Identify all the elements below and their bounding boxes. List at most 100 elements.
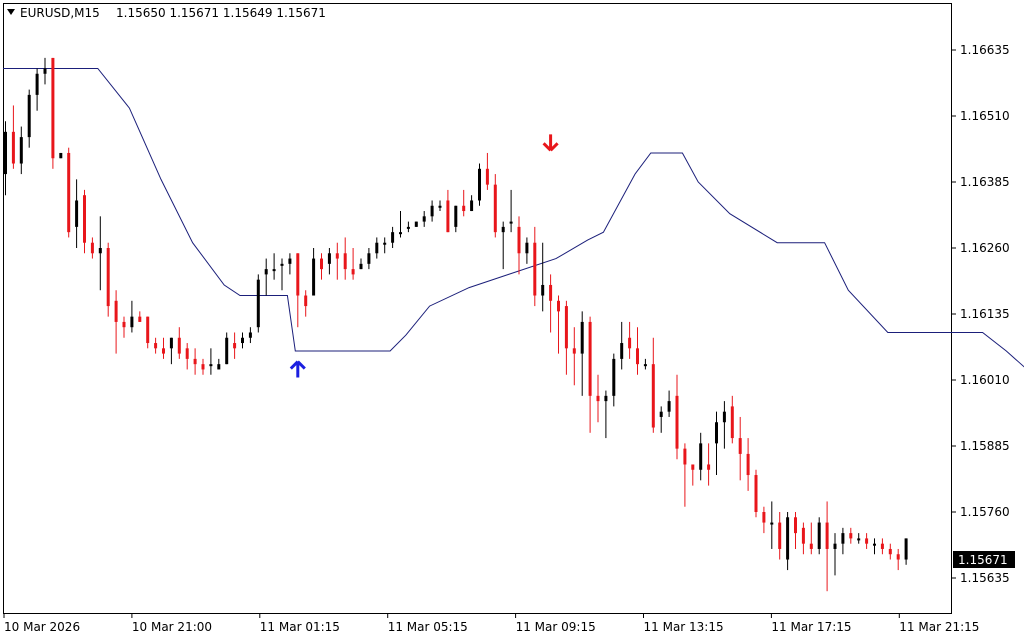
- candle-body: [130, 316, 134, 328]
- candle-body: [596, 395, 600, 402]
- candle: [106, 242, 110, 317]
- candle-body: [335, 253, 339, 259]
- candle-body: [485, 168, 489, 185]
- candle: [343, 237, 347, 280]
- candle-body: [564, 306, 568, 349]
- current-price-text: 1.15671: [958, 553, 1008, 567]
- candle: [580, 311, 584, 396]
- candle: [320, 253, 323, 280]
- candle: [478, 163, 481, 206]
- candle: [98, 216, 102, 291]
- candle-body: [233, 343, 237, 349]
- candle-body: [106, 248, 110, 307]
- candle: [359, 258, 363, 270]
- candle: [604, 390, 608, 439]
- candle-body: [849, 533, 853, 539]
- y-tick-label: 1.16260: [960, 241, 1010, 255]
- triangle-down-icon[interactable]: [7, 9, 15, 15]
- candle: [304, 290, 308, 317]
- candle-body: [801, 527, 805, 544]
- candle-body: [722, 411, 726, 423]
- x-tick-label: 11 Mar 13:15: [644, 620, 724, 634]
- candle-body: [643, 364, 647, 367]
- candle: [375, 237, 379, 259]
- candle: [67, 147, 71, 238]
- candle-body: [541, 284, 545, 296]
- candle: [730, 395, 734, 444]
- candle-body: [675, 395, 679, 449]
- candle-body: [628, 337, 632, 349]
- candle: [691, 464, 695, 486]
- candle: [185, 343, 189, 370]
- candle: [264, 258, 268, 296]
- candle-body: [51, 57, 55, 159]
- candle-body: [217, 364, 221, 370]
- candle: [794, 512, 797, 549]
- y-tick-label: 1.16010: [960, 373, 1010, 387]
- candle: [296, 253, 300, 328]
- candle: [90, 237, 94, 259]
- candle-body: [11, 131, 15, 164]
- candle-body: [122, 321, 126, 328]
- candle: [541, 242, 545, 312]
- candle-body: [201, 364, 205, 370]
- x-tick-label: 11 Mar 17:15: [771, 620, 851, 634]
- candle-body: [699, 443, 703, 470]
- candle: [880, 538, 884, 555]
- candle-body: [707, 464, 711, 470]
- candle: [841, 527, 845, 555]
- candle: [130, 300, 134, 333]
- candle-body: [138, 316, 142, 322]
- candle: [454, 205, 458, 233]
- candle: [146, 316, 150, 349]
- candle: [904, 538, 908, 565]
- candle: [288, 253, 292, 275]
- candle: [770, 501, 774, 549]
- candle-body: [327, 253, 331, 264]
- candle-body: [256, 279, 260, 328]
- candle: [446, 189, 450, 233]
- candle: [533, 226, 537, 307]
- candle-body: [19, 137, 23, 164]
- candle: [564, 300, 568, 375]
- candle: [75, 179, 79, 248]
- candles-layer: [4, 57, 908, 592]
- candle-body: [280, 263, 284, 266]
- x-tick-label: 11 Mar 01:15: [260, 620, 340, 634]
- candle-body: [715, 422, 718, 444]
- candle: [193, 348, 197, 375]
- candle-body: [833, 543, 837, 549]
- candle: [162, 337, 165, 359]
- candle-body: [809, 543, 813, 549]
- stop-line-layer: [3, 68, 1024, 368]
- candle-body: [367, 253, 371, 264]
- candle-body: [169, 337, 173, 349]
- candle: [35, 68, 39, 111]
- candle-body: [422, 216, 426, 222]
- candle: [572, 327, 576, 386]
- candle-body: [557, 300, 560, 312]
- candle: [154, 337, 158, 354]
- candle: [699, 432, 703, 481]
- candle-body: [533, 242, 537, 296]
- candle-body: [304, 295, 308, 307]
- candle: [225, 332, 229, 365]
- candle-body: [391, 232, 395, 243]
- candle: [612, 353, 616, 407]
- candle-body: [399, 232, 402, 235]
- candle: [43, 57, 47, 85]
- candle: [27, 89, 31, 148]
- candle-body: [493, 184, 497, 233]
- candle: [873, 538, 876, 555]
- candle-body: [312, 258, 316, 296]
- candle-body: [272, 269, 276, 272]
- y-tick-label: 1.16135: [960, 307, 1010, 321]
- candle: [588, 316, 592, 433]
- candle: [628, 321, 632, 359]
- candle: [4, 121, 7, 196]
- y-tick-label: 1.16510: [960, 109, 1010, 123]
- candle: [438, 200, 442, 212]
- candle-body: [154, 343, 158, 349]
- candle-body: [778, 522, 782, 549]
